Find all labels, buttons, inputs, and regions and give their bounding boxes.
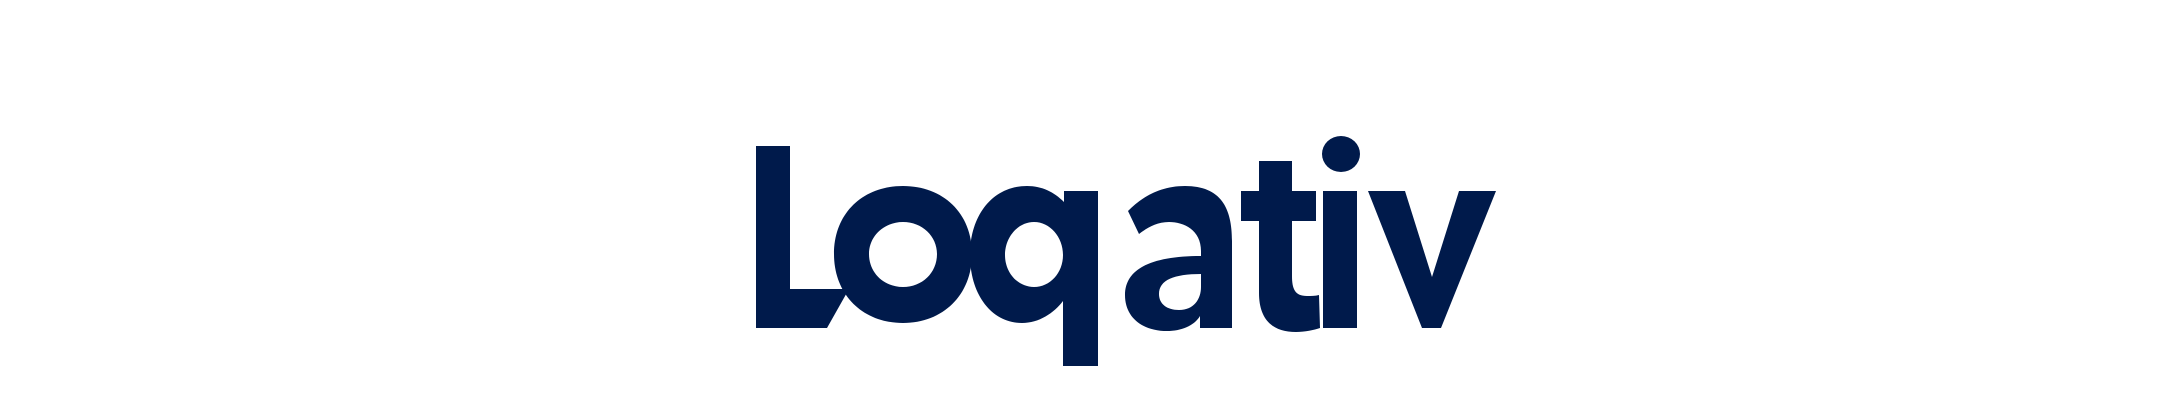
- wordmark-logo-icon: [756, 136, 1496, 366]
- brand-logo: Loqativ: [756, 116, 1496, 366]
